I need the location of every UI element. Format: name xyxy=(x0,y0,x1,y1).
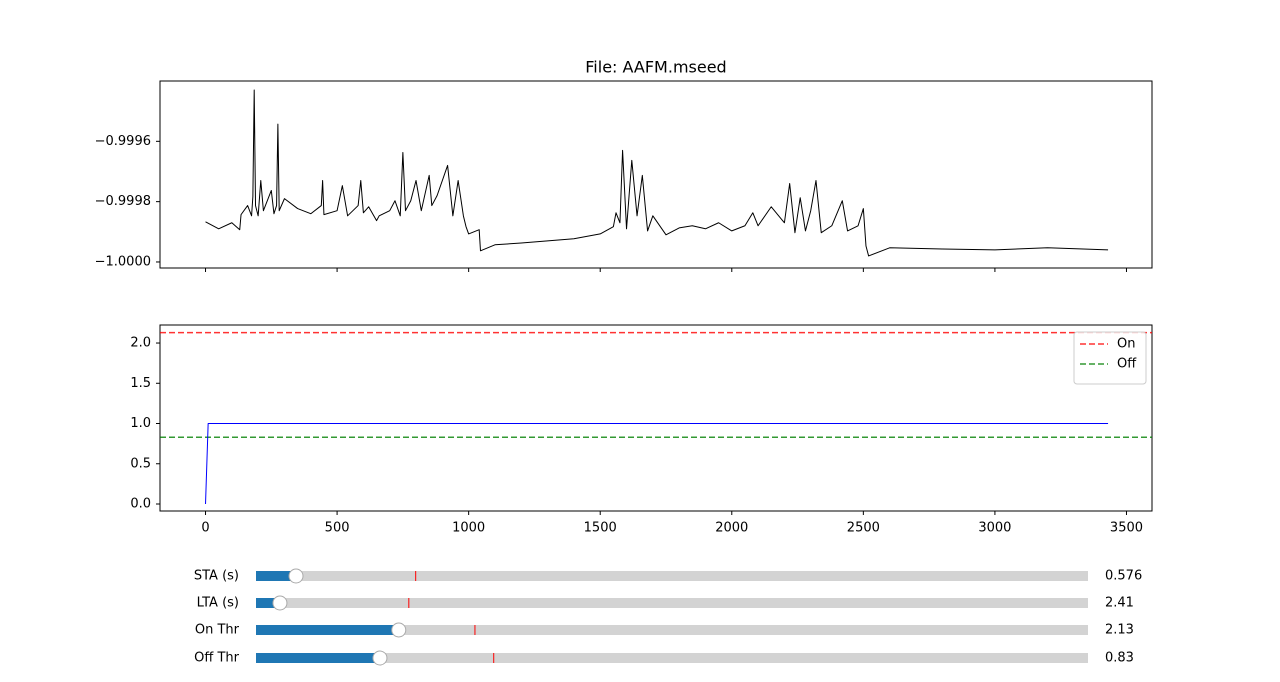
slider-fill xyxy=(256,653,380,663)
trace-line xyxy=(205,89,1109,257)
y-tick-label: −1.0000 xyxy=(95,254,151,269)
plot-area xyxy=(159,324,1153,512)
slider-fill xyxy=(256,571,297,581)
slider-label: Off Thr xyxy=(194,651,240,666)
slider-value: 2.41 xyxy=(1105,596,1134,611)
y-tick-label: 0.5 xyxy=(130,456,151,471)
plot-area xyxy=(159,80,1153,269)
slider-label: On Thr xyxy=(195,623,240,638)
slider-value: 2.13 xyxy=(1105,623,1134,638)
slider-track[interactable] xyxy=(256,598,1088,608)
x-tick-label: 2500 xyxy=(847,521,880,536)
y-tick-label: 1.0 xyxy=(130,416,151,431)
chart-title: File: AAFM.mseed xyxy=(585,58,726,77)
x-tick-label: 500 xyxy=(325,521,350,536)
slider-track[interactable] xyxy=(256,571,1088,581)
slider-label: STA (s) xyxy=(194,569,239,584)
x-tick-label: 1000 xyxy=(452,521,485,536)
slider-fill xyxy=(256,598,280,608)
x-tick-label: 2000 xyxy=(715,521,748,536)
x-tick-label: 0 xyxy=(201,521,209,536)
x-tick-label: 3000 xyxy=(978,521,1011,536)
y-tick-label: 0.0 xyxy=(130,496,151,511)
legend-box xyxy=(1073,331,1147,385)
y-tick-label: −0.9996 xyxy=(95,134,151,149)
slider-track[interactable] xyxy=(256,625,1088,635)
x-tick-label: 3500 xyxy=(1110,521,1143,536)
legend-label: On xyxy=(1117,337,1135,352)
x-tick-label: 1500 xyxy=(584,521,617,536)
slider-value: 0.576 xyxy=(1105,569,1142,584)
slider-handle[interactable] xyxy=(391,622,407,638)
y-tick-label: 2.0 xyxy=(130,336,151,351)
slider-handle[interactable] xyxy=(288,568,304,584)
trace-line xyxy=(205,423,1109,505)
slider-handle[interactable] xyxy=(272,595,288,611)
legend-label: Off xyxy=(1117,357,1137,372)
slider-handle[interactable] xyxy=(372,650,388,666)
slider-track[interactable] xyxy=(256,653,1088,663)
slider-fill xyxy=(256,625,399,635)
slider-value: 0.83 xyxy=(1105,651,1134,666)
slider-label: LTA (s) xyxy=(197,596,239,611)
y-tick-label: 1.5 xyxy=(130,376,151,391)
y-tick-label: −0.9998 xyxy=(95,194,151,209)
